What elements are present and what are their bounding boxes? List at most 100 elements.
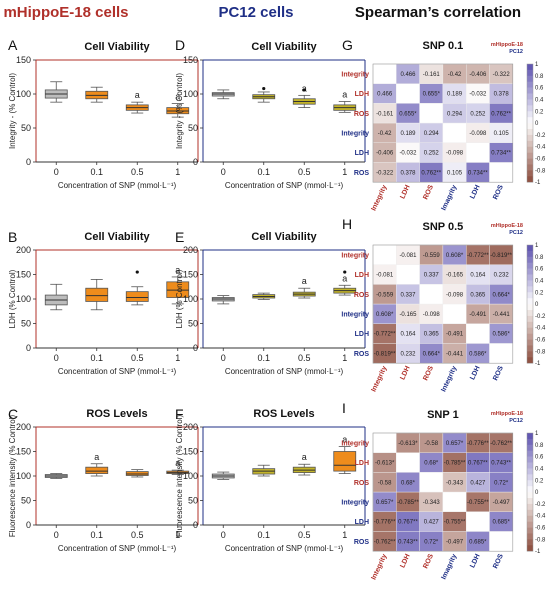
heatmap-cell: -0.441 xyxy=(442,343,467,364)
heatmap-cell: 0.655* xyxy=(396,103,420,124)
y-tick-label: 50 xyxy=(21,319,31,329)
heatmap-cell: 0.164 xyxy=(466,264,490,285)
colorbar-segment xyxy=(527,310,533,317)
x-axis-label: Concentration of SNP (mmol·L⁻¹) xyxy=(58,544,177,553)
x-axis-label: Concentration of SNP (mmol·L⁻¹) xyxy=(225,367,344,376)
column-label: ROS xyxy=(422,184,435,201)
x-tick-label: 0 xyxy=(54,167,59,177)
heatmap-cell: 0.743** xyxy=(396,531,420,552)
colorbar-tick: -0.8 xyxy=(535,537,546,543)
heatmap-cell xyxy=(372,244,397,265)
heatmap-cell: 0.657* xyxy=(442,432,467,453)
row-label: Integrity xyxy=(341,499,369,506)
cell-value: -0.613* xyxy=(375,461,395,467)
cell-value: 0.734** xyxy=(491,151,511,157)
y-tick-label: 0 xyxy=(193,157,198,167)
column-label: LDH xyxy=(469,553,481,569)
colorbar-segment xyxy=(527,351,533,358)
colorbar-tick: 0.8 xyxy=(535,443,544,449)
heatmap-cell: 0.365 xyxy=(419,323,444,344)
y-tick-label: 100 xyxy=(16,471,31,481)
heatmap-cell: -0.58 xyxy=(372,472,397,493)
colorbar-tick: 0.6 xyxy=(535,86,544,92)
x-tick-label: 1 xyxy=(175,167,180,177)
colorbar-tick: 0.2 xyxy=(535,290,544,296)
box-0.1 xyxy=(85,278,109,311)
cell-fill xyxy=(396,264,420,285)
colorbar-segment xyxy=(527,515,533,522)
colorbar-segment xyxy=(527,87,533,94)
heatmap-cell: 0.664* xyxy=(489,284,513,305)
cell-value: 0.164 xyxy=(470,273,486,279)
y-tick-label: 150 xyxy=(183,270,198,280)
x-axis-label: Concentration of SNP (mmol·L⁻¹) xyxy=(225,544,344,553)
column-label: LDH xyxy=(399,553,411,569)
colorbar-segment xyxy=(527,304,533,311)
cell-value: 0.655* xyxy=(423,92,441,98)
heatmap-cell: -0.762** xyxy=(489,432,513,453)
colorbar-segment xyxy=(527,146,533,153)
colorbar-segment xyxy=(527,262,533,269)
colorbar-segment xyxy=(527,474,533,481)
cell-value: 0.232 xyxy=(400,351,416,357)
heatmap-cell: 0.164 xyxy=(396,323,420,344)
colorbar-segment xyxy=(527,69,533,77)
heatmap-cell: -0.406 xyxy=(372,142,397,163)
colorbar-segment xyxy=(527,450,533,457)
significance-label: a xyxy=(342,273,347,283)
colorbar-segment xyxy=(527,321,533,329)
y-tick-label: 100 xyxy=(183,294,198,304)
cell-value: 0.337 xyxy=(400,292,416,298)
heatmap-cell: 0.762** xyxy=(419,162,444,183)
significance-label: a xyxy=(175,458,180,468)
colorbar-tick: -0.4 xyxy=(535,514,546,520)
colorbar-segment xyxy=(527,176,533,183)
heatmap-border xyxy=(372,244,514,364)
heatmap-cell xyxy=(489,162,513,183)
row-label: LDH xyxy=(355,272,369,279)
panel-title: SNP 0.1 xyxy=(423,40,464,52)
cell-value: -0.165 xyxy=(399,312,417,318)
y-tick-label: 50 xyxy=(188,319,198,329)
colorbar-segment xyxy=(527,503,533,511)
y-tick-label: 100 xyxy=(183,89,198,99)
panel-title: ROS Levels xyxy=(253,408,314,420)
cell-fill xyxy=(372,244,397,265)
colorbar-tick: -0.8 xyxy=(535,168,546,174)
heatmap-cell: 0.232 xyxy=(396,343,420,364)
y-axis-label: Fluorescence intensity (% Control) xyxy=(175,415,184,538)
heatmap-cell: 0.586* xyxy=(466,343,490,364)
cell-value: -0.762** xyxy=(490,441,512,447)
heatmap-cell: 0.189 xyxy=(396,122,420,143)
cell-value: -0.406 xyxy=(376,151,394,157)
colorbar-tick: 0.2 xyxy=(535,478,544,484)
heatmap-cell: -0.613* xyxy=(372,452,397,473)
panel-title: Cell Viability xyxy=(251,41,317,53)
heatmap-cell: -0.613* xyxy=(396,432,420,453)
heatmap-cell: -0.762** xyxy=(372,531,397,552)
y-tick-label: 50 xyxy=(21,496,31,506)
significance-label: a xyxy=(94,452,99,462)
colorbar-tick: 0.4 xyxy=(535,97,544,103)
cell-value: -0.161 xyxy=(376,111,394,117)
heatmap-cell xyxy=(372,432,397,453)
cell-value: 0.734** xyxy=(468,170,488,176)
cell-value: 0.105 xyxy=(494,131,510,137)
cell-value: 0.762** xyxy=(491,111,511,117)
colorbar-segment xyxy=(527,81,533,88)
colorbar-tick: -0.2 xyxy=(535,133,546,139)
heatmap-cell: -0.42 xyxy=(372,122,397,143)
y-tick-label: 200 xyxy=(183,245,198,255)
cell-value: -0.772** xyxy=(374,332,396,338)
colorbar-segment xyxy=(527,521,533,528)
box-0.5: a xyxy=(292,83,316,108)
colorbar-tick: 0 xyxy=(535,302,539,308)
cell-fill xyxy=(442,122,467,143)
heatmap-cell: -0.322 xyxy=(372,162,397,183)
cell-value: -0.441 xyxy=(493,312,511,318)
cell-value: 0.586* xyxy=(469,351,487,357)
heatmap-cell: 0.68* xyxy=(419,452,444,473)
colorbar-tick: -0.2 xyxy=(535,314,546,320)
